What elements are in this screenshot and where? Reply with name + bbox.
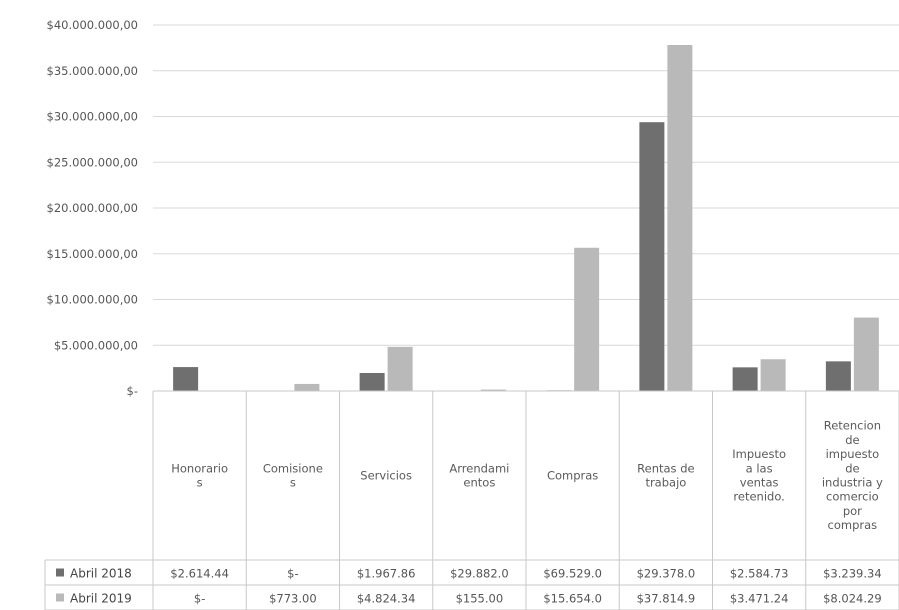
bar-abril-2019 [760, 359, 786, 391]
table-cell-value: $- [194, 592, 205, 606]
table-cell-value: $29.882.0 [450, 567, 509, 581]
table-cell-value: $8.024.29 [823, 592, 882, 606]
category-label-line: ventas [740, 476, 779, 490]
table-cell-value: $3.239.34 [823, 567, 882, 581]
bar-abril-2018 [359, 372, 385, 391]
bar-abril-2019 [667, 44, 693, 392]
category-label-line: comercio [826, 490, 879, 504]
category-label: Arrendami entos [449, 461, 509, 489]
category-label-line: Impuesto [732, 447, 786, 461]
category-label: Comisione s [263, 461, 323, 489]
category-label: Impuesto a las ventas retenido. [732, 447, 786, 504]
table-cell-value: $155.00 [456, 592, 504, 606]
y-tick-label: $30.000.000,00 [47, 110, 138, 124]
category-label-line: industria y [822, 476, 883, 490]
gridlines [153, 24, 899, 346]
bar-abril-2018 [825, 361, 851, 391]
table-cell-value: $4.824.34 [357, 592, 416, 606]
legend-key [56, 568, 64, 577]
category-label-line: de [845, 461, 859, 475]
y-tick-label: $40.000.000,00 [47, 18, 138, 32]
category-label: Retencion de impuesto de industria y comercio… [822, 419, 883, 532]
y-tick-label: $20.000.000,00 [47, 201, 138, 215]
category-label: Servicios [360, 468, 412, 482]
category-label-line: entos [463, 476, 495, 490]
legend-key [56, 593, 64, 602]
category-label-line: compras [828, 518, 878, 532]
bars [173, 44, 879, 392]
category-label-line: a las [746, 461, 773, 475]
category-label-line: s [290, 476, 296, 490]
table-cell-value: $2.614.44 [170, 567, 229, 581]
table-cell-value: $2.584.73 [730, 567, 789, 581]
category-label-line: trabajo [645, 476, 686, 490]
category-label-line: retenido. [733, 490, 784, 504]
table-cell-value: $37.814.9 [637, 592, 696, 606]
category-label: Compras [547, 468, 598, 482]
table-cell-value: $29.378.0 [637, 567, 696, 581]
table-cell-value: $15.654.0 [543, 592, 602, 606]
bar-abril-2018 [639, 122, 665, 392]
category-label-line: de [845, 433, 859, 447]
category-label-line: Rentas de [637, 461, 694, 475]
bar-abril-2019 [574, 247, 600, 391]
y-tick-label: $10.000.000,00 [47, 293, 138, 307]
table-cell-value: $- [287, 567, 298, 581]
y-tick-label: $- [127, 384, 138, 398]
table-cell-value: $3.471.24 [730, 592, 789, 606]
category-label: Rentas de trabajo [637, 461, 694, 489]
table-cell-value: $69.529.0 [543, 567, 602, 581]
legend-series-name: Abril 2018 [70, 567, 132, 581]
legend-series-name: Abril 2019 [70, 592, 132, 606]
category-label-line: impuesto [826, 447, 880, 461]
table-cell-value: $773.00 [269, 592, 317, 606]
category-label-line: Servicios [360, 468, 412, 482]
bar-abril-2019 [853, 317, 879, 391]
bar-abril-2019 [480, 389, 506, 391]
category-label-line: Honorario [171, 461, 228, 475]
category-label-line: por [843, 504, 862, 518]
category-label-line: Comisione [263, 461, 323, 475]
y-tick-label: $15.000.000,00 [47, 247, 138, 261]
bar-abril-2018 [173, 367, 199, 391]
y-tick-label: $35.000.000,00 [47, 64, 138, 78]
category-label-line: Compras [547, 468, 598, 482]
y-tick-label: $5.000.000,00 [54, 338, 138, 352]
table-cell-value: $1.967.86 [357, 567, 416, 581]
bar-abril-2019 [294, 383, 320, 391]
category-label-line: s [197, 476, 203, 490]
bar-abril-2019 [387, 346, 413, 391]
category-label-line: Arrendami [449, 461, 509, 475]
category-label: Honorario s [171, 461, 228, 489]
bar-abril-2018 [732, 367, 758, 391]
y-axis: $- $5.000.000,00 $10.000.000,00 $15.000.000… [47, 18, 138, 398]
category-label-line: Retencion [824, 419, 881, 433]
y-tick-label: $25.000.000,00 [47, 155, 138, 169]
